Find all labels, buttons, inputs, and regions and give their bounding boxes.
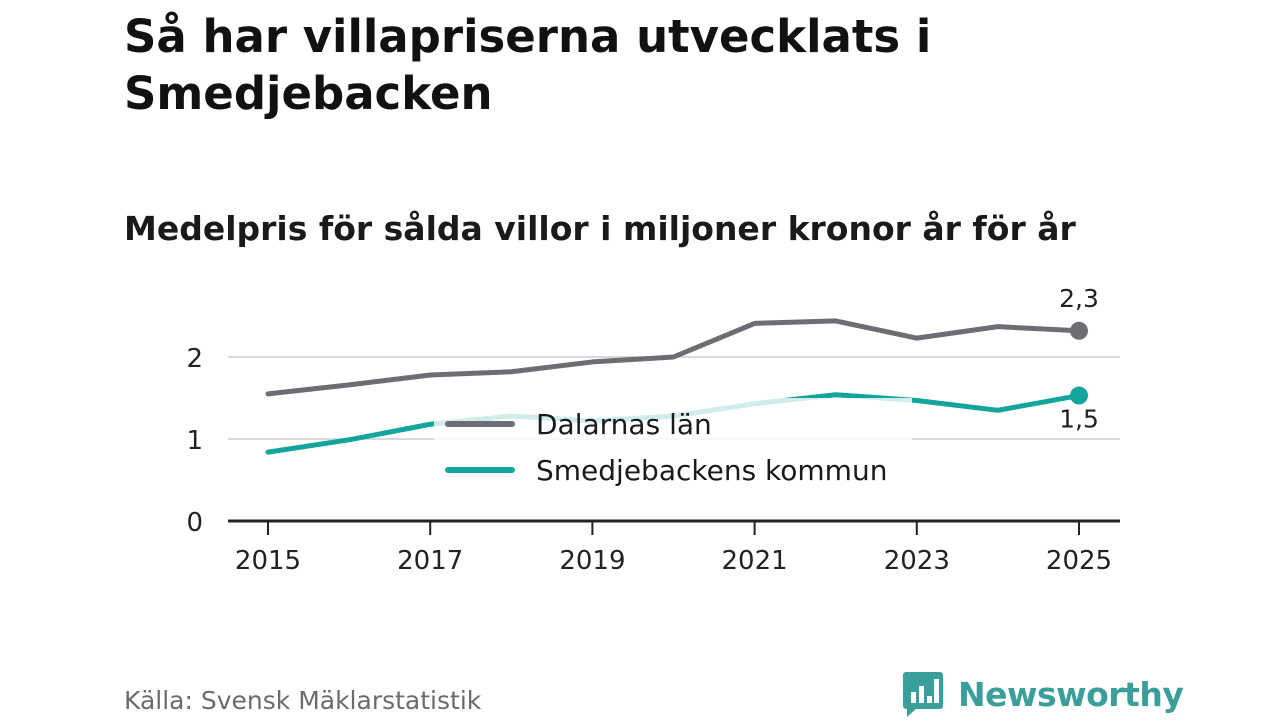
x-tick-label-2021: 2021 xyxy=(722,546,788,576)
x-tick-label-2017: 2017 xyxy=(397,546,463,576)
x-tick-label-2015: 2015 xyxy=(235,546,301,576)
brand-logo: Newsworthy xyxy=(902,670,1184,718)
series-line-dalarnas-lan xyxy=(265,318,1082,397)
chart-title: Så har villapriserna utvecklats i Smedje… xyxy=(124,10,932,120)
end-label-dalarnas-lan: 2,3 xyxy=(1059,284,1099,313)
legend-label-smedjebackens-kommun: Smedjebackens kommun xyxy=(536,454,887,487)
legend-background xyxy=(434,398,912,496)
y-tick-label-1: 1 xyxy=(186,426,203,456)
y-tick-label-2: 2 xyxy=(186,344,203,374)
end-point-smedjebackens-kommun xyxy=(1070,386,1088,405)
y-tick-label-0: 0 xyxy=(186,508,203,538)
x-tick-label-2023: 2023 xyxy=(884,546,950,576)
end-point-dalarnas-lan xyxy=(1070,321,1088,340)
brand-name: Newsworthy xyxy=(958,674,1184,714)
source-note: Källa: Svensk Mäklarstatistik xyxy=(124,686,482,715)
chart-subtitle: Medelpris för sålda villor i miljoner kr… xyxy=(124,209,1076,248)
x-tick-label-2019: 2019 xyxy=(559,546,625,576)
newsworthy-logo-icon xyxy=(903,672,943,717)
end-label-smedjebackens-kommun: 1,5 xyxy=(1059,405,1099,434)
x-tick-label-2025: 2025 xyxy=(1046,546,1112,576)
legend-label-dalarnas-lan: Dalarnas län xyxy=(536,408,712,441)
